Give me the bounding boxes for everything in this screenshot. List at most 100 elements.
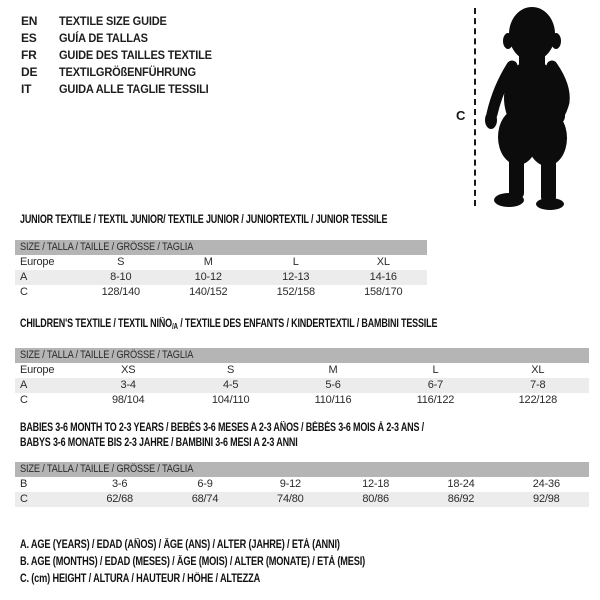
- table-cell: 110/116: [314, 394, 352, 406]
- children-section-title: CHILDREN'S TEXTILE / TEXTIL NIÑO/A / TEX…: [20, 318, 555, 333]
- table-row: C 62/68 68/74 74/80 80/86 86/92 92/98: [15, 492, 589, 507]
- children-title-post: / TEXTILE DES ENFANTS / KINDERTEXTIL / B…: [177, 318, 438, 330]
- table-cell: L: [432, 364, 439, 376]
- table-row: A 3-4 4-5 5-6 6-7 7-8: [15, 378, 589, 393]
- legend-line-c-text: C. (cm) HEIGHT / ALTURA / HAUTEUR / HÖHE…: [20, 573, 261, 585]
- babies-section-title: BABIES 3-6 MONTH TO 2-3 YEARS / BEBÉS 3-…: [20, 421, 538, 451]
- table-cell: 10-12: [194, 271, 222, 283]
- lang-row-it: IT GUIDA ALLE TAGLIE TESSILI: [21, 81, 225, 98]
- table-cell: 92/98: [533, 493, 560, 505]
- table-cell: 18-24: [447, 478, 475, 490]
- junior-table-body: Europe S M L XL A 8-10 10-12 12-13 14-16 C 128/140 1…: [15, 255, 427, 300]
- babies-size-table: SIZE / TALLA / TAILLE / GRÖSSE / TAGLIA …: [15, 462, 589, 507]
- table-cell: 3-6: [112, 478, 128, 490]
- table-cell: 74/80: [277, 493, 304, 505]
- table-cell: 7-8: [530, 379, 546, 391]
- table-cell: 152/158: [276, 286, 316, 298]
- table-cell: 68/74: [191, 493, 219, 505]
- table-row: C 98/104 104/110 110/116 116/122 122/128: [15, 393, 589, 408]
- lang-code: DE: [21, 65, 38, 79]
- table-row: Europe XS S M L XL: [15, 363, 589, 378]
- table-cell: S: [117, 256, 125, 268]
- table-cell: 3-4: [120, 379, 137, 391]
- row-label: C: [20, 394, 28, 406]
- table-cell: 4-5: [222, 379, 239, 391]
- size-header-bar: SIZE / TALLA / TAILLE / GRÖSSE / TAGLIA: [15, 240, 427, 255]
- table-cell: 12-13: [282, 271, 310, 283]
- table-cell: 128/140: [101, 286, 141, 298]
- table-cell: 104/110: [211, 394, 250, 406]
- row-label: Europe: [20, 364, 55, 376]
- table-row: A 8-10 10-12 12-13 14-16: [15, 270, 427, 285]
- table-cell: 14-16: [369, 271, 397, 283]
- table-cell: L: [292, 256, 299, 268]
- table-cell: 140/152: [189, 286, 228, 298]
- table-row: C 128/140 140/152 152/158 158/170: [15, 285, 427, 300]
- legend-line-a-text: A. AGE (YEARS) / EDAD (AÑOS) / ÂGE (ANS)…: [20, 539, 340, 551]
- lang-label: TEXTILE SIZE GUIDE: [59, 14, 167, 28]
- lang-row-fr: FR GUIDE DES TAILLES TEXTILE: [21, 47, 225, 64]
- lang-row-es: ES GUÍA DE TALLAS: [21, 30, 225, 47]
- babies-title-line1: BABIES 3-6 MONTH TO 2-3 YEARS / BEBÉS 3-…: [20, 422, 424, 434]
- table-cell: M: [203, 256, 213, 268]
- table-cell: 80/86: [362, 493, 389, 505]
- babies-title-line2: BABYS 3-6 MONATE BIS 2-3 JAHRE / BAMBINI…: [20, 437, 298, 449]
- babies-table-body: B 3-6 6-9 9-12 12-18 18-24 24-36 C 62/68 68/74 74/…: [15, 477, 589, 507]
- children-table-body: Europe XS S M L XL A 3-4 4-5 5-6 6-7 7-8 C 98/104 104/…: [15, 363, 589, 408]
- table-cell: 24-36: [532, 478, 560, 490]
- row-label: C: [20, 493, 28, 505]
- junior-size-table: SIZE / TALLA / TAILLE / GRÖSSE / TAGLIA …: [15, 240, 427, 300]
- table-cell: 158/170: [364, 286, 403, 298]
- toddler-silhouette: [485, 7, 570, 210]
- row-label: A: [20, 379, 28, 391]
- legend-line-b: B. AGE (MONTHS) / EDAD (MESES) / ÂGE (MO…: [20, 554, 451, 571]
- babies-section-title-text: BABIES 3-6 MONTH TO 2-3 YEARS / BEBÉS 3-…: [20, 421, 424, 451]
- table-cell: 122/128: [518, 394, 558, 406]
- lang-code: IT: [21, 82, 32, 96]
- junior-section-title-text: JUNIOR TEXTILE / TEXTIL JUNIOR/ TEXTILE …: [20, 214, 388, 226]
- lang-row-de: DE TEXTILGRÖßENFÜHRUNG: [21, 64, 225, 81]
- size-header-text: SIZE / TALLA / TAILLE / GRÖSSE / TAGLIA: [20, 463, 194, 475]
- size-header-bar: SIZE / TALLA / TAILLE / GRÖSSE / TAGLIA: [15, 348, 589, 363]
- size-header-bar: SIZE / TALLA / TAILLE / GRÖSSE / TAGLIA: [15, 462, 589, 477]
- children-section-title-text: CHILDREN'S TEXTILE / TEXTIL NIÑO/A / TEX…: [20, 318, 437, 333]
- table-cell: M: [328, 364, 338, 376]
- row-label: C: [20, 286, 28, 298]
- lang-label: GUIDE DES TAILLES TEXTILE: [59, 48, 212, 62]
- lang-code: EN: [21, 14, 38, 28]
- table-cell: 98/104: [111, 394, 145, 406]
- lang-label: GUIDA ALLE TAGLIE TESSILI: [59, 82, 209, 96]
- table-cell: S: [227, 364, 235, 376]
- children-size-table: SIZE / TALLA / TAILLE / GRÖSSE / TAGLIA …: [15, 348, 589, 408]
- lang-label: TEXTILGRÖßENFÜHRUNG: [59, 65, 196, 79]
- table-row: Europe S M L XL: [15, 255, 427, 270]
- lang-code: ES: [21, 31, 37, 45]
- table-cell: 116/122: [416, 394, 455, 406]
- children-title-pre: CHILDREN'S TEXTILE / TEXTIL NIÑO: [20, 318, 172, 330]
- table-cell: 6-7: [427, 379, 444, 391]
- table-cell: 9-12: [279, 478, 301, 490]
- height-measure-label: C: [456, 108, 466, 123]
- height-measure-dashed-line: [474, 8, 476, 206]
- legend-line-a: A. AGE (YEARS) / EDAD (AÑOS) / ÂGE (ANS)…: [20, 537, 451, 554]
- row-label: A: [20, 271, 28, 283]
- table-cell: 8-10: [110, 271, 132, 283]
- table-cell: XL: [531, 364, 545, 376]
- lang-code: FR: [21, 48, 37, 62]
- table-cell: 5-6: [325, 379, 341, 391]
- table-cell: XL: [376, 256, 390, 268]
- table-cell: 86/92: [447, 493, 475, 505]
- table-cell: 12-18: [362, 478, 390, 490]
- table-cell: 6-9: [197, 478, 213, 490]
- row-label: Europe: [20, 256, 55, 268]
- table-row: B 3-6 6-9 9-12 12-18 18-24 24-36: [15, 477, 589, 492]
- table-cell: XS: [121, 364, 136, 376]
- table-cell: 62/68: [106, 493, 133, 505]
- language-title-block: EN TEXTILE SIZE GUIDE ES GUÍA DE TALLAS …: [21, 13, 225, 98]
- lang-row-en: EN TEXTILE SIZE GUIDE: [21, 13, 225, 30]
- measure-legend: A. AGE (YEARS) / EDAD (AÑOS) / ÂGE (ANS)…: [20, 537, 451, 588]
- size-header-text: SIZE / TALLA / TAILLE / GRÖSSE / TAGLIA: [20, 349, 194, 361]
- size-header-text: SIZE / TALLA / TAILLE / GRÖSSE / TAGLIA: [20, 241, 194, 253]
- junior-section-title: JUNIOR TEXTILE / TEXTIL JUNIOR/ TEXTILE …: [20, 214, 491, 227]
